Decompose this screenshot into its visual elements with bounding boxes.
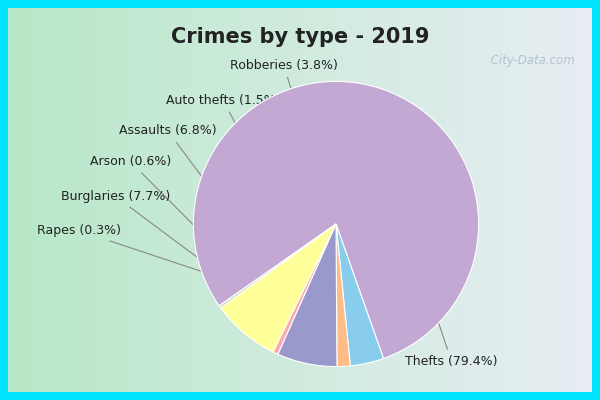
Text: Thefts (79.4%): Thefts (79.4%) <box>375 131 497 368</box>
Wedge shape <box>219 224 336 308</box>
Text: Assaults (6.8%): Assaults (6.8%) <box>119 124 309 320</box>
Text: Burglaries (7.7%): Burglaries (7.7%) <box>61 190 253 299</box>
Text: City-Data.com: City-Data.com <box>487 54 574 67</box>
Text: Rapes (0.3%): Rapes (0.3%) <box>37 224 232 282</box>
Wedge shape <box>336 224 350 367</box>
Text: Auto thefts (1.5%): Auto thefts (1.5%) <box>166 94 341 322</box>
Text: Arson (0.6%): Arson (0.6%) <box>90 155 281 313</box>
Text: Robberies (3.8%): Robberies (3.8%) <box>230 59 362 319</box>
Text: Crimes by type - 2019: Crimes by type - 2019 <box>171 27 429 47</box>
Wedge shape <box>278 224 337 367</box>
Wedge shape <box>193 81 479 358</box>
Wedge shape <box>336 224 383 366</box>
Wedge shape <box>273 224 336 354</box>
Wedge shape <box>221 224 336 352</box>
